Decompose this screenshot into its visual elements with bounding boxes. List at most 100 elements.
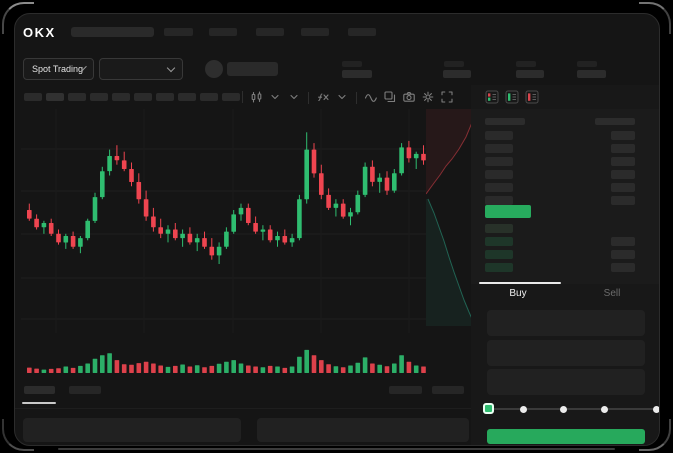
orders-link-1[interactable]	[389, 386, 422, 394]
last-price-highlight[interactable]	[485, 205, 531, 218]
ask-price-placeholder	[485, 183, 513, 192]
chevron-down-icon[interactable]	[335, 90, 349, 104]
interval-button-6[interactable]	[134, 93, 152, 101]
order-book-bid-row[interactable]	[485, 248, 635, 261]
ask-amount-placeholder	[611, 144, 635, 153]
market-type-label: Spot Trading	[32, 64, 84, 74]
ask-amount-placeholder	[611, 170, 635, 179]
ask-amount-placeholder	[611, 131, 635, 140]
wave-icon[interactable]	[364, 90, 378, 104]
order-book-bid-row[interactable]	[485, 222, 635, 235]
nav-item-4[interactable]	[301, 28, 329, 36]
chevron-down-icon[interactable]	[268, 90, 282, 104]
order-book-bid-row[interactable]	[485, 235, 635, 248]
chart-type-icon[interactable]	[249, 90, 263, 104]
bid-price-placeholder	[485, 237, 513, 246]
trade-sidebar: Buy Sell	[471, 85, 659, 445]
chart-toolbar-icons	[249, 90, 454, 104]
ask-amount-placeholder	[611, 157, 635, 166]
interval-button-4[interactable]	[90, 93, 108, 101]
nav-search-placeholder[interactable]	[71, 27, 154, 37]
orderbook-header-price	[485, 118, 525, 125]
slider-handle[interactable]	[482, 403, 494, 414]
slider-stop[interactable]	[519, 405, 527, 413]
orderbook-buy-view-icon[interactable]	[505, 90, 519, 104]
order-book-ask-row[interactable]	[485, 129, 635, 142]
order-book-ask-row[interactable]	[485, 142, 635, 155]
amount-slider[interactable]	[471, 399, 659, 419]
stat-label-1	[342, 61, 362, 67]
bid-amount-placeholder	[611, 250, 635, 259]
buy-submit-button[interactable]	[487, 429, 645, 444]
order-book-ask-row[interactable]	[485, 181, 635, 194]
order-book-asks	[485, 129, 635, 207]
toolbar-divider	[356, 91, 357, 104]
market-type-dropdown[interactable]: Spot Trading	[23, 58, 94, 80]
ask-price-placeholder	[485, 144, 513, 153]
bid-amount-placeholder	[611, 263, 635, 272]
stat-value-3	[516, 70, 544, 78]
volume-chart[interactable]	[21, 336, 426, 374]
orderbook-sell-view-icon[interactable]	[525, 90, 539, 104]
slider-stop[interactable]	[600, 405, 608, 413]
pair-name-placeholder	[227, 62, 278, 76]
price-input[interactable]	[487, 310, 645, 336]
ask-amount-placeholder	[611, 183, 635, 192]
nav-item-1[interactable]	[164, 28, 193, 36]
slider-stop[interactable]	[652, 405, 659, 413]
pair-dropdown[interactable]	[99, 58, 183, 80]
toolbar-divider	[242, 91, 243, 103]
candlestick-chart[interactable]	[21, 109, 426, 333]
ask-price-placeholder	[485, 157, 513, 166]
nav-item-2[interactable]	[209, 28, 237, 36]
settings-icon[interactable]	[421, 90, 435, 104]
okx-logo[interactable]: OKX	[23, 25, 56, 40]
depth-chart[interactable]	[426, 109, 479, 326]
ask-price-placeholder	[485, 170, 513, 179]
indicators-icon[interactable]	[316, 90, 330, 104]
interval-button-1[interactable]	[24, 93, 42, 101]
coin-icon	[205, 60, 223, 78]
slider-track[interactable]	[488, 408, 656, 410]
camera-icon[interactable]	[402, 90, 416, 104]
nav-item-5[interactable]	[348, 28, 376, 36]
orders-tab-history[interactable]	[69, 386, 101, 394]
interval-button-9[interactable]	[200, 93, 218, 101]
ask-price-placeholder	[485, 131, 513, 140]
interval-button-2[interactable]	[46, 93, 64, 101]
interval-button-5[interactable]	[112, 93, 130, 101]
orders-link-2[interactable]	[432, 386, 464, 394]
compare-icon[interactable]	[383, 90, 397, 104]
order-book-ask-row[interactable]	[485, 168, 635, 181]
app-window: OKX Spot Trading	[14, 13, 660, 446]
ask-price-placeholder	[485, 196, 513, 205]
interval-button-8[interactable]	[178, 93, 196, 101]
order-book-ask-row[interactable]	[485, 194, 635, 207]
ask-amount-placeholder	[611, 196, 635, 205]
interval-button-10[interactable]	[222, 93, 240, 101]
stat-value-2	[443, 70, 471, 78]
chevron-down-icon	[166, 63, 176, 72]
fullscreen-icon[interactable]	[440, 90, 454, 104]
slider-stop[interactable]	[559, 405, 567, 413]
interval-button-7[interactable]	[156, 93, 174, 101]
order-book-bid-row[interactable]	[485, 261, 635, 274]
orders-empty-panel-left	[23, 418, 241, 442]
total-input[interactable]	[487, 369, 645, 395]
tab-buy[interactable]: Buy	[509, 288, 527, 299]
toolbar-divider	[308, 91, 309, 104]
amount-input[interactable]	[487, 340, 645, 366]
nav-item-3[interactable]	[256, 28, 284, 36]
order-book-ask-row[interactable]	[485, 155, 635, 168]
orders-tab-open[interactable]	[24, 386, 55, 394]
stat-value-1	[342, 70, 372, 78]
stat-label-4	[577, 61, 597, 67]
orderbook-split-view-icon[interactable]	[485, 90, 499, 104]
chevron-down-icon[interactable]	[287, 90, 301, 104]
bid-price-placeholder	[485, 250, 513, 259]
bid-price-placeholder	[485, 224, 513, 233]
interval-button-3[interactable]	[68, 93, 86, 101]
tab-sell[interactable]: Sell	[603, 288, 621, 299]
orders-active-tab-indicator	[22, 402, 56, 404]
bid-price-placeholder	[485, 263, 513, 272]
